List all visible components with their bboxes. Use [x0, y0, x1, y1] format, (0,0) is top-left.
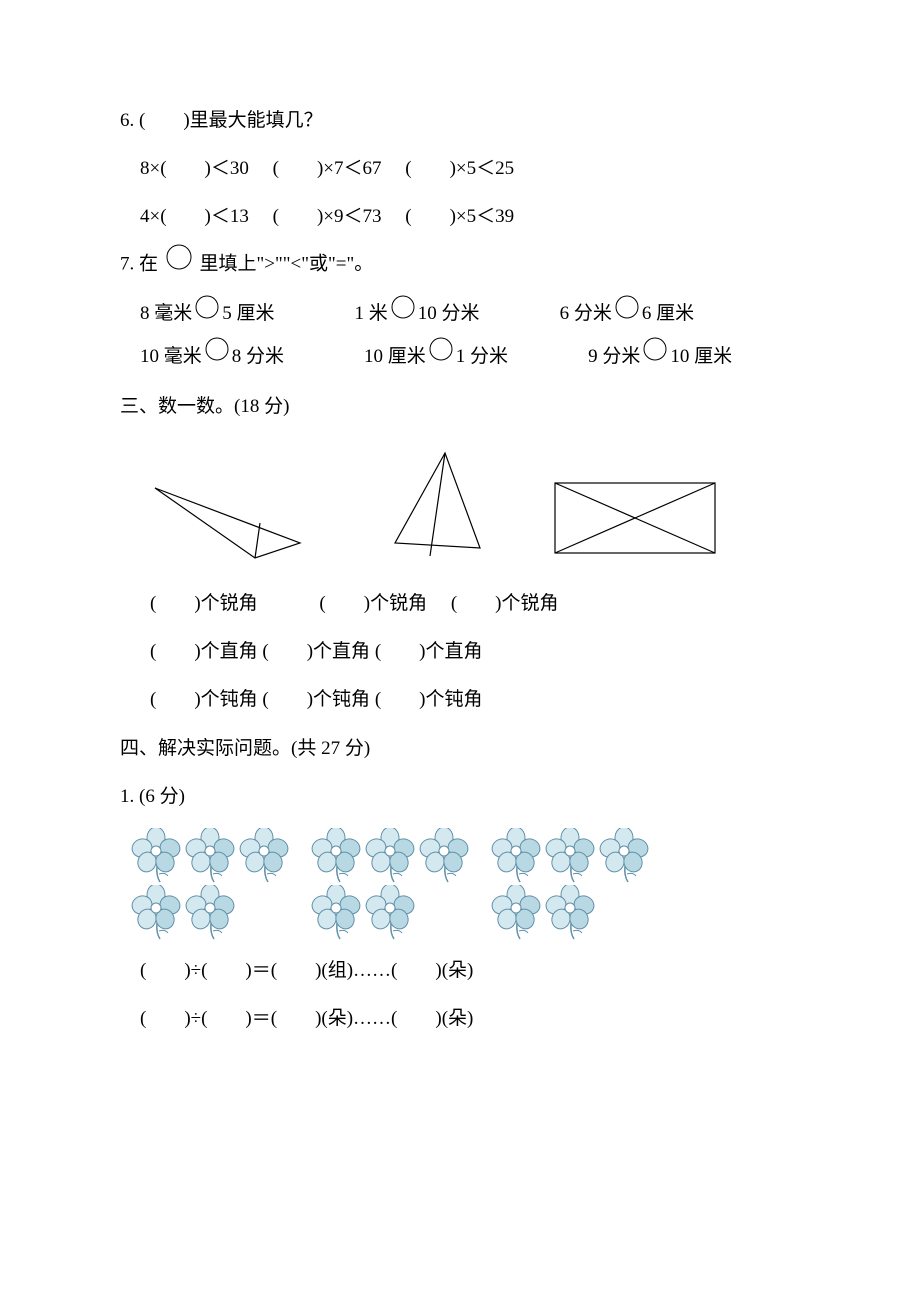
q7-r1c2-a: 1 米	[355, 303, 388, 324]
q7-r1c2-b: 10 分米	[418, 303, 480, 324]
section4-title: 四、解决实际问题。(共 27 分)	[120, 728, 800, 770]
flower-row	[490, 885, 650, 940]
q7-r2c2: 10 厘米 1 分米	[364, 336, 508, 379]
q7-r2c2-a: 10 厘米	[364, 346, 426, 367]
q7-r2c1: 10 毫米 8 分米	[140, 336, 284, 379]
q7-row2: 10 毫米 8 分米 10 厘米 1 分米 9 分米 10 厘米	[120, 336, 800, 379]
flower-group	[130, 828, 290, 940]
q7-r2c1-b: 8 分米	[232, 346, 284, 367]
rui2: ( )个锐角	[319, 593, 427, 614]
shape3-rectangle	[550, 473, 720, 563]
flower-group	[310, 828, 470, 940]
q7-r1c1: 8 毫米 5 厘米	[140, 293, 275, 336]
q7-title-prefix: 7. 在	[120, 254, 163, 275]
q6-row1: 8×( )＜30 ( )×7＜67 ( )×5＜25	[120, 148, 800, 190]
rui3: ( )个锐角	[451, 593, 559, 614]
q7-title-suffix: 里填上">""<"或"="。	[200, 254, 374, 275]
flowers-container	[130, 828, 800, 940]
flower-row	[130, 885, 290, 940]
dun-row: ( )个钝角 ( )个钝角 ( )个钝角	[120, 679, 800, 721]
q7-r2c3-b: 10 厘米	[670, 346, 732, 367]
q7-title: 7. 在 里填上">""<"或"="。	[120, 243, 800, 287]
section3-title: 三、数一数。(18 分)	[120, 386, 800, 428]
flower-row	[130, 828, 290, 883]
rui-row: ( )个锐角 ( )个锐角 ( )个锐角	[120, 583, 800, 625]
flower-row	[490, 828, 650, 883]
dun1: ( )个钝角	[150, 689, 258, 710]
zhi2: ( )个直角	[262, 641, 370, 662]
q7-r1c1-b: 5 厘米	[222, 303, 274, 324]
q6-r1c: ( )×5＜25	[405, 158, 514, 179]
q6-title: 6. ( )里最大能填几？	[120, 100, 800, 142]
section4-eq2: ( )÷( )＝( )(朵)……( )(朵)	[120, 998, 800, 1040]
zhi1: ( )个直角	[150, 641, 258, 662]
shape1-triangle	[150, 473, 320, 563]
shapes-row	[150, 448, 800, 563]
flower-group	[490, 828, 650, 940]
q7-r1c1-a: 8 毫米	[140, 303, 192, 324]
flower-row	[310, 828, 470, 883]
q6-r1b: ( )×7＜67	[273, 158, 382, 179]
q6-row2: 4×( )＜13 ( )×9＜73 ( )×5＜39	[120, 196, 800, 238]
rui1: ( )个锐角	[150, 593, 258, 614]
section4-q1-title: 1. (6 分)	[120, 776, 800, 818]
zhi3: ( )个直角	[375, 641, 483, 662]
q7-r1c3-a: 6 分米	[560, 303, 612, 324]
q6-r2a: 4×( )＜13	[140, 206, 249, 227]
q7-title-circle	[165, 243, 193, 287]
zhi-row: ( )个直角 ( )个直角 ( )个直角	[120, 631, 800, 673]
q6-r1a: 8×( )＜30	[140, 158, 249, 179]
section4-eq1: ( )÷( )＝( )(组)……( )(朵)	[120, 950, 800, 992]
q7-r2c3: 9 分米 10 厘米	[588, 336, 732, 379]
q7-r1c2: 1 米 10 分米	[355, 293, 480, 336]
q7-r2c3-a: 9 分米	[588, 346, 640, 367]
q7-r1c3: 6 分米 6 厘米	[560, 293, 695, 336]
shape2-triangle	[380, 448, 490, 563]
flower-row	[310, 885, 470, 940]
q7-r1c3-b: 6 厘米	[642, 303, 694, 324]
q7-r2c2-b: 1 分米	[456, 346, 508, 367]
q6-r2b: ( )×9＜73	[273, 206, 382, 227]
q7-r2c1-a: 10 毫米	[140, 346, 202, 367]
q7-row1: 8 毫米 5 厘米 1 米 10 分米 6 分米 6 厘米	[120, 293, 800, 336]
dun2: ( )个钝角	[262, 689, 370, 710]
dun3: ( )个钝角	[375, 689, 483, 710]
q6-r2c: ( )×5＜39	[405, 206, 514, 227]
